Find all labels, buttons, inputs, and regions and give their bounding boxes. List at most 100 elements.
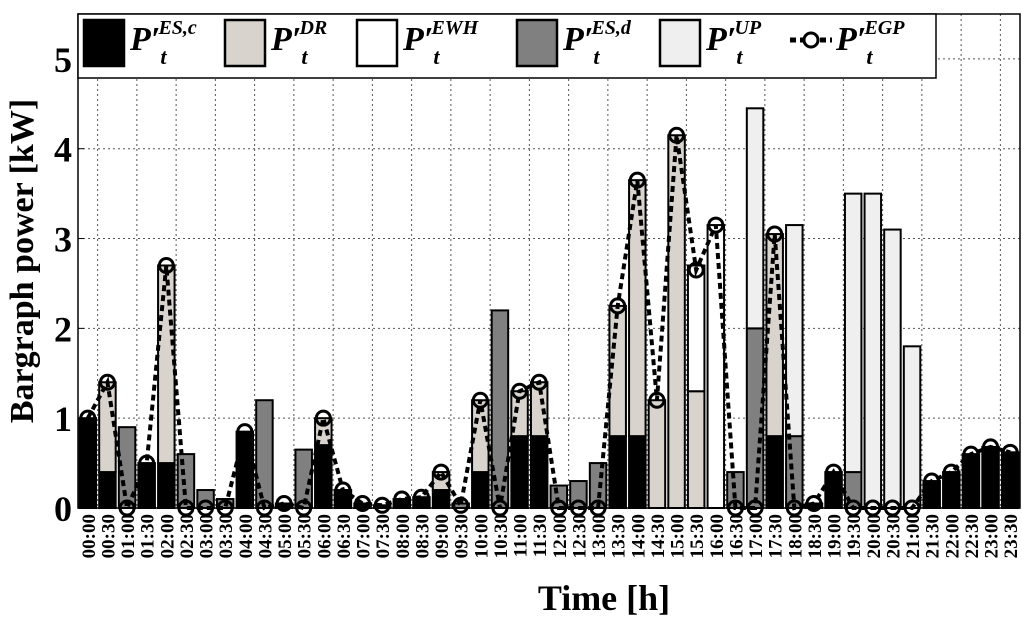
line-marker: [236, 423, 254, 441]
x-tick-label: 07:30: [373, 514, 394, 558]
bar-segment: [843, 192, 863, 474]
x-tick-label: 21:30: [923, 514, 944, 558]
x-tick-label: 21:00: [903, 514, 924, 558]
y-tick-label: 3: [54, 220, 72, 260]
line-marker: [157, 256, 175, 274]
legend: [77, 13, 937, 79]
line-marker: [354, 495, 372, 513]
line-marker: [138, 454, 156, 472]
legend-swatch: [82, 18, 126, 68]
x-tick-label: 23:00: [982, 514, 1003, 558]
legend-label: P′tUP: [705, 17, 762, 69]
bar-segment: [765, 435, 784, 509]
y-tick-label: 5: [54, 40, 72, 80]
x-tick-label: 19:30: [844, 514, 865, 558]
bar-segment: [628, 435, 647, 509]
legend-label: P′tES,d: [562, 17, 632, 69]
x-tick-label: 02:30: [177, 514, 198, 558]
x-tick-label: 17:30: [766, 514, 787, 558]
x-tick-label: 22:30: [962, 514, 983, 558]
x-tick-label: 20:00: [864, 514, 885, 558]
x-tick-label: 14:00: [628, 514, 649, 558]
line-marker: [373, 496, 391, 514]
bar-segment: [902, 345, 922, 509]
line-marker: [668, 126, 686, 144]
legend-label: P′tES,c: [129, 17, 197, 69]
x-tick-label: 03:00: [197, 514, 218, 558]
bar-segment: [431, 489, 451, 510]
bar-segment: [863, 192, 883, 510]
x-tick-label: 10:30: [491, 514, 512, 558]
x-tick-label: 05:30: [295, 514, 316, 558]
line-marker: [1001, 443, 1019, 461]
line-marker: [511, 382, 529, 400]
x-tick-label: 20:30: [883, 514, 904, 558]
bar-segment: [235, 430, 255, 509]
line-marker: [609, 297, 627, 315]
bar-segment: [157, 462, 176, 510]
bar-segment: [98, 381, 117, 474]
x-tick-label: 09:00: [432, 514, 453, 558]
line-marker: [314, 409, 332, 427]
y-tick-label: 1: [54, 399, 72, 439]
y-tick-label: 0: [54, 489, 72, 529]
line-marker: [79, 409, 97, 427]
x-tick-label: 06:30: [334, 514, 355, 558]
y-axis-label: Bargraph power [kW]: [4, 99, 41, 423]
x-tick-label: 08:00: [393, 514, 414, 558]
bar-segment: [529, 435, 549, 509]
bar-segment: [686, 264, 706, 393]
x-tick-label: 15:00: [668, 514, 689, 558]
x-tick-label: 11:30: [530, 514, 551, 557]
x-tick-label: 07:00: [354, 514, 375, 558]
line-marker: [687, 261, 705, 279]
legend-swatch: [658, 18, 702, 68]
line-marker: [393, 490, 411, 508]
line-marker: [982, 438, 1000, 456]
x-tick-label: 14:30: [648, 514, 669, 558]
x-tick-label: 01:00: [118, 514, 139, 558]
legend-marker: [802, 31, 820, 49]
bar-segment: [785, 224, 804, 438]
x-axis-label: Time [h]: [538, 578, 670, 618]
x-tick-label: 11:00: [511, 514, 532, 557]
line-marker: [962, 445, 980, 463]
legend-label: P′tEWH: [402, 17, 480, 69]
y-tick-label: 4: [54, 130, 72, 170]
line-marker: [648, 391, 666, 409]
line-marker: [766, 225, 784, 243]
plot-area: [78, 14, 1020, 508]
legend-swatch: [355, 18, 399, 68]
x-tick-label: 04:30: [255, 514, 276, 558]
bar-segment: [471, 471, 490, 509]
x-tick-label: 09:30: [452, 514, 473, 558]
bar-segment: [510, 435, 529, 509]
x-tick-label: 03:30: [216, 514, 237, 558]
x-tick-label: 01:30: [138, 514, 159, 558]
line-marker: [471, 391, 489, 409]
bar-segment: [745, 107, 765, 330]
line-marker: [805, 495, 823, 513]
legend-swatch: [223, 18, 267, 68]
x-tick-label: 00:30: [98, 514, 119, 558]
x-tick-label: 00:00: [79, 514, 100, 558]
x-tick-label: 05:00: [275, 514, 296, 558]
bar-segment: [706, 224, 726, 509]
bar-segment: [157, 264, 176, 465]
bar-segment: [98, 471, 117, 509]
bar-segment: [608, 435, 627, 509]
x-tick-label: 17:00: [746, 514, 767, 558]
line-marker: [412, 488, 430, 506]
line-marker: [432, 463, 450, 481]
x-tick-label: 08:30: [412, 514, 433, 558]
x-tick-label: 13:00: [589, 514, 610, 558]
line-marker: [707, 216, 725, 234]
line-marker: [334, 481, 352, 499]
x-tick-label: 13:30: [609, 514, 630, 558]
bar-segment: [981, 445, 1000, 510]
bar-segment: [686, 390, 706, 509]
bar-segment: [314, 444, 333, 509]
legend-label: P′tEGP: [835, 17, 905, 69]
y-tick-label: 2: [54, 309, 72, 349]
x-tick-label: 18:00: [785, 514, 806, 558]
